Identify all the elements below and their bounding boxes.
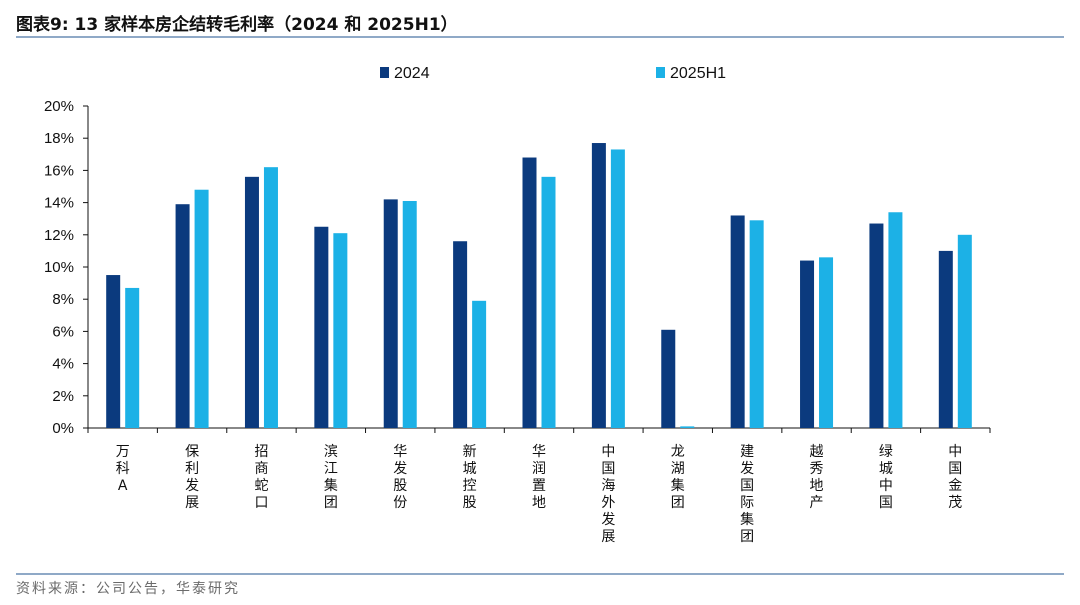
bar-2024 — [800, 260, 815, 428]
y-tick-label: 20% — [44, 98, 74, 115]
bar-2024 — [383, 199, 398, 428]
y-tick-label: 0% — [52, 420, 74, 437]
bar-2024 — [314, 226, 329, 428]
bar-2025h1 — [819, 257, 834, 428]
category-label: 滨江集团 — [324, 444, 338, 511]
bar-2025h1 — [263, 167, 278, 428]
y-tick-label: 18% — [44, 130, 74, 147]
category-label: 保利发展 — [185, 444, 199, 511]
bar-2025h1 — [749, 220, 764, 428]
y-tick-label: 16% — [44, 162, 74, 179]
bar-2025h1 — [472, 300, 487, 428]
category-label: 龙湖集团 — [671, 444, 685, 511]
y-tick-label: 14% — [44, 195, 74, 212]
chart-area: 0% 2% 4% 6% 8% 10% 12% 14% 16% 18% 20% 万科 A 保利发展 招商蛇口 滨… — [0, 40, 1080, 568]
title-rule: 图表9: 13 家样本房企结转毛利率（2024 和 2025H1） — [16, 8, 1064, 38]
source-note: 资料来源：公司公告，华泰研究 — [16, 581, 240, 597]
category-label: 建发国际集团 — [740, 444, 754, 545]
legend-swatch-2025h1 — [656, 67, 665, 78]
category-label: 万科 A — [116, 444, 130, 494]
legend-swatch-2024 — [380, 67, 389, 78]
y-tick-label: 10% — [44, 259, 74, 276]
category-label: 中国海外发展 — [601, 444, 615, 545]
y-tick-label: 6% — [52, 323, 74, 340]
category-label: 绿城中国 — [879, 444, 893, 511]
bar-2024 — [244, 176, 259, 428]
category-label: 华润置地 — [532, 444, 546, 511]
bar-2025h1 — [888, 212, 903, 428]
bar-2025h1 — [125, 287, 140, 428]
bar-2024 — [522, 157, 537, 428]
y-tick-label: 2% — [52, 388, 74, 405]
bar-2025h1 — [194, 189, 209, 428]
bar-2024 — [661, 329, 676, 428]
bar-chart: 0% 2% 4% 6% 8% 10% 12% 14% 16% 18% 20% 万科 A 保利发展 招商蛇口 滨… — [44, 65, 991, 545]
bar-2025h1 — [333, 233, 348, 428]
y-tick-label: 12% — [44, 227, 74, 244]
bar-2025h1 — [541, 176, 556, 428]
chart-title: 图表9: 13 家样本房企结转毛利率（2024 和 2025H1） — [16, 15, 458, 35]
bar-2024 — [106, 275, 121, 428]
category-label: 新城控股 — [463, 444, 477, 511]
bar-2025h1 — [957, 234, 972, 428]
bar-2025h1 — [610, 149, 625, 428]
y-tick-label: 8% — [52, 291, 74, 308]
bar-2025h1 — [680, 426, 695, 428]
category-label: 越秀地产 — [810, 444, 824, 511]
category-label: 招商蛇口 — [254, 444, 268, 511]
bar-2024 — [591, 143, 606, 428]
y-tick-label: 4% — [52, 356, 74, 373]
bar-2024 — [175, 204, 190, 428]
category-label: 华发股份 — [393, 444, 407, 511]
bar-2024 — [730, 215, 745, 428]
category-label: 中国金茂 — [948, 444, 962, 511]
bar-2024 — [938, 250, 953, 428]
legend-label-2025h1: 2025H1 — [670, 65, 726, 82]
legend-label-2024: 2024 — [394, 65, 430, 82]
bar-2025h1 — [402, 200, 417, 428]
source-rule — [16, 573, 1064, 575]
bar-2024 — [869, 223, 884, 428]
bar-2024 — [453, 241, 468, 428]
